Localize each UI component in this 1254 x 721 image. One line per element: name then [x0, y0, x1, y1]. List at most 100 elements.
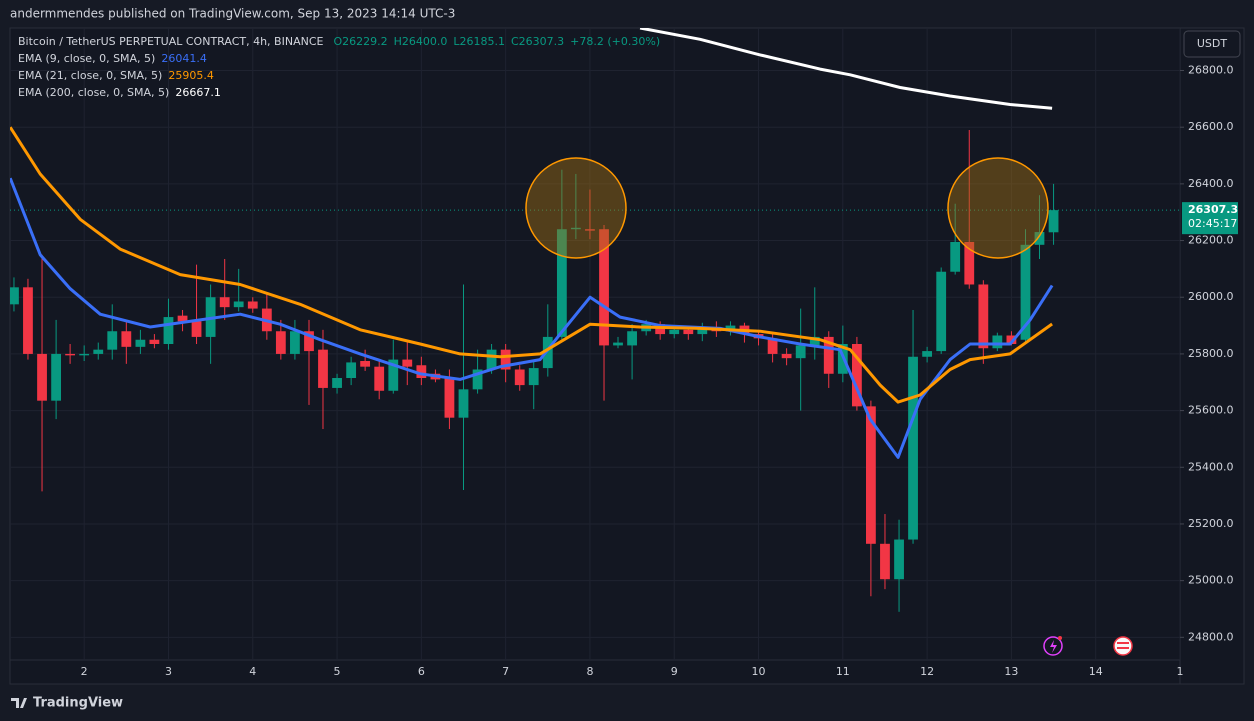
ema-line — [639, 28, 1053, 110]
candle-body — [135, 339, 146, 347]
candle-body — [894, 539, 904, 580]
candle-body — [388, 359, 399, 391]
candle-body — [318, 349, 328, 388]
candle-body — [992, 335, 1003, 349]
candle-body — [908, 356, 918, 540]
legend-entry: EMA (200, close, 0, SMA, 5) 26667.1 — [18, 86, 221, 99]
change: +78.2 (+0.30%) — [570, 35, 660, 48]
x-tick-label: 6 — [418, 665, 425, 678]
y-tick-label: 25800.0 — [1188, 347, 1234, 360]
currency-button[interactable] — [1183, 30, 1241, 58]
x-tick-label: 12 — [920, 665, 934, 678]
y-tick-label: 26800.0 — [1188, 64, 1234, 77]
candle-body — [149, 339, 160, 344]
y-tick-label: 25200.0 — [1188, 517, 1234, 530]
candle-body — [627, 331, 637, 346]
ema-line — [10, 126, 1053, 404]
logo — [11, 698, 27, 708]
legend-value: 26667.1 — [175, 86, 221, 99]
candle-body — [1006, 335, 1017, 344]
candle-body — [880, 543, 890, 580]
currency[interactable]: USDT — [1197, 37, 1228, 50]
candle-body — [809, 336, 820, 346]
candle-body — [233, 301, 244, 308]
high: H26400.0 — [394, 35, 448, 48]
x-tick-label: 3 — [165, 665, 172, 678]
candle-body — [556, 229, 567, 337]
alert-icon[interactable] — [1043, 636, 1063, 656]
x-tick-label: 5 — [334, 665, 341, 678]
legend-value: 25905.4 — [168, 69, 214, 82]
x-tick-label: 2 — [81, 665, 88, 678]
y-tick-label: 26400.0 — [1188, 177, 1234, 190]
event-icon[interactable] — [1113, 636, 1133, 656]
candle-body — [93, 349, 104, 354]
candle-body — [795, 345, 806, 359]
candle-body — [514, 369, 525, 386]
legend-name: EMA (9, close, 0, SMA, 5) — [18, 52, 155, 65]
highlight-circle — [947, 157, 1049, 259]
candle-body — [304, 331, 314, 352]
candle-body — [669, 329, 680, 335]
candle-body — [360, 361, 371, 367]
candle-body — [402, 359, 413, 367]
y-tick-label: 25000.0 — [1188, 574, 1234, 587]
x-tick-label: 14 — [1089, 665, 1103, 678]
candle-body — [486, 349, 497, 370]
candle-body — [219, 297, 230, 308]
x-tick-label: 1 — [1177, 665, 1184, 678]
candle-body — [542, 336, 553, 369]
candle-body — [247, 301, 258, 309]
y-tick-label: 26000.0 — [1188, 290, 1234, 303]
candle-body — [852, 344, 862, 407]
alert-glyph — [1050, 640, 1057, 653]
flag-stripe — [1117, 647, 1129, 649]
x-tick-label: 8 — [586, 665, 593, 678]
candle-body — [823, 336, 834, 374]
flag-stripe — [1117, 642, 1129, 644]
candle-body — [458, 389, 469, 418]
candle-body — [1048, 210, 1059, 233]
x-tick-label: 11 — [836, 665, 850, 678]
y-tick-label: 25600.0 — [1188, 404, 1234, 417]
y-tick-label: 26600.0 — [1188, 120, 1234, 133]
candle-body — [444, 378, 455, 418]
candle-body — [65, 353, 75, 356]
x-tick-label: 9 — [671, 665, 678, 678]
x-tick-label: 7 — [502, 665, 509, 678]
legend-entry: EMA (21, close, 0, SMA, 5) 25905.4 — [18, 69, 214, 82]
candle-body — [500, 349, 511, 370]
candle-body — [10, 287, 19, 305]
legend-name: EMA (21, close, 0, SMA, 5) — [18, 69, 162, 82]
candle-body — [23, 287, 33, 354]
candle-body — [613, 342, 623, 346]
candle-body — [865, 406, 876, 544]
low: L26185.1 — [453, 35, 505, 48]
y-tick-label: 24800.0 — [1188, 630, 1234, 643]
candle-body — [950, 241, 961, 272]
candle-body — [346, 362, 357, 379]
candle-body — [655, 324, 666, 335]
alert-dot — [1058, 636, 1062, 640]
pane — [9, 27, 1245, 685]
legend-entry: EMA (9, close, 0, SMA, 5) 26041.4 — [18, 52, 207, 65]
candle-body — [922, 351, 933, 357]
candle-body — [570, 227, 581, 230]
candle-body — [585, 229, 595, 231]
footer: TradingView — [33, 696, 123, 711]
candle-body — [332, 378, 342, 388]
footer-logo: TradingView — [11, 696, 123, 711]
candle-body — [121, 331, 132, 347]
price-label-box — [1182, 202, 1238, 235]
y-tick-label: 25400.0 — [1188, 460, 1234, 473]
price-label: 26307.3 — [1188, 203, 1238, 216]
candle-body — [936, 271, 947, 352]
candle-body — [191, 321, 202, 337]
plot — [10, 28, 1180, 612]
highlight-circle — [525, 157, 627, 259]
candle-body — [781, 353, 792, 359]
candle-body — [599, 229, 609, 346]
countdown: 02:45:17 — [1188, 217, 1237, 230]
